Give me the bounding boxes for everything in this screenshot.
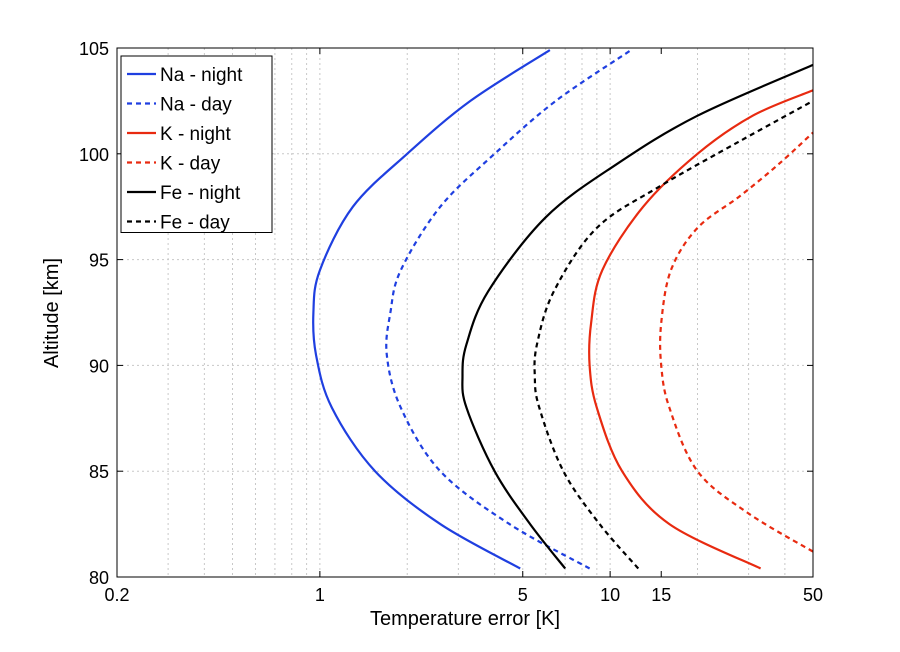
series-line-k-day bbox=[659, 131, 814, 553]
y-tick-label: 95 bbox=[89, 251, 109, 271]
x-tick-label: 15 bbox=[651, 585, 671, 605]
series-line-fe-night bbox=[461, 63, 814, 570]
x-tick-label: 5 bbox=[518, 585, 528, 605]
y-tick-label: 85 bbox=[89, 462, 109, 482]
plot-frame bbox=[116, 47, 814, 578]
curves bbox=[312, 49, 814, 570]
legend-label: Fe - night bbox=[160, 183, 241, 204]
series-line-na-night bbox=[312, 49, 551, 570]
series-line-na-day bbox=[385, 49, 632, 570]
y-tick-label: 80 bbox=[89, 568, 109, 588]
legend-label: Fe - day bbox=[160, 213, 230, 234]
y-tick-label: 90 bbox=[89, 356, 109, 376]
legend-label: K - night bbox=[160, 124, 231, 145]
x-tick-label: 1 bbox=[315, 585, 325, 605]
y-tick-label: 105 bbox=[79, 39, 109, 59]
x-tick-label: 10 bbox=[600, 585, 620, 605]
x-tick-label: 50 bbox=[803, 585, 823, 605]
series-line-k-night bbox=[588, 89, 814, 570]
legend-label: K - day bbox=[160, 154, 221, 175]
series-line-fe-day bbox=[533, 99, 814, 570]
x-axis-label: Temperature error [K] bbox=[370, 608, 560, 630]
legend-label: Na - night bbox=[160, 65, 243, 86]
legend-box bbox=[120, 55, 273, 233]
legend: Na - night Na - day K - night K - day Fe - n… bbox=[120, 55, 273, 234]
y-tick-label: 100 bbox=[79, 145, 109, 165]
y-axis-label: Altitude [km] bbox=[41, 258, 63, 368]
legend-label: Na - day bbox=[160, 95, 232, 116]
x-tick-label: 0.2 bbox=[104, 585, 129, 605]
